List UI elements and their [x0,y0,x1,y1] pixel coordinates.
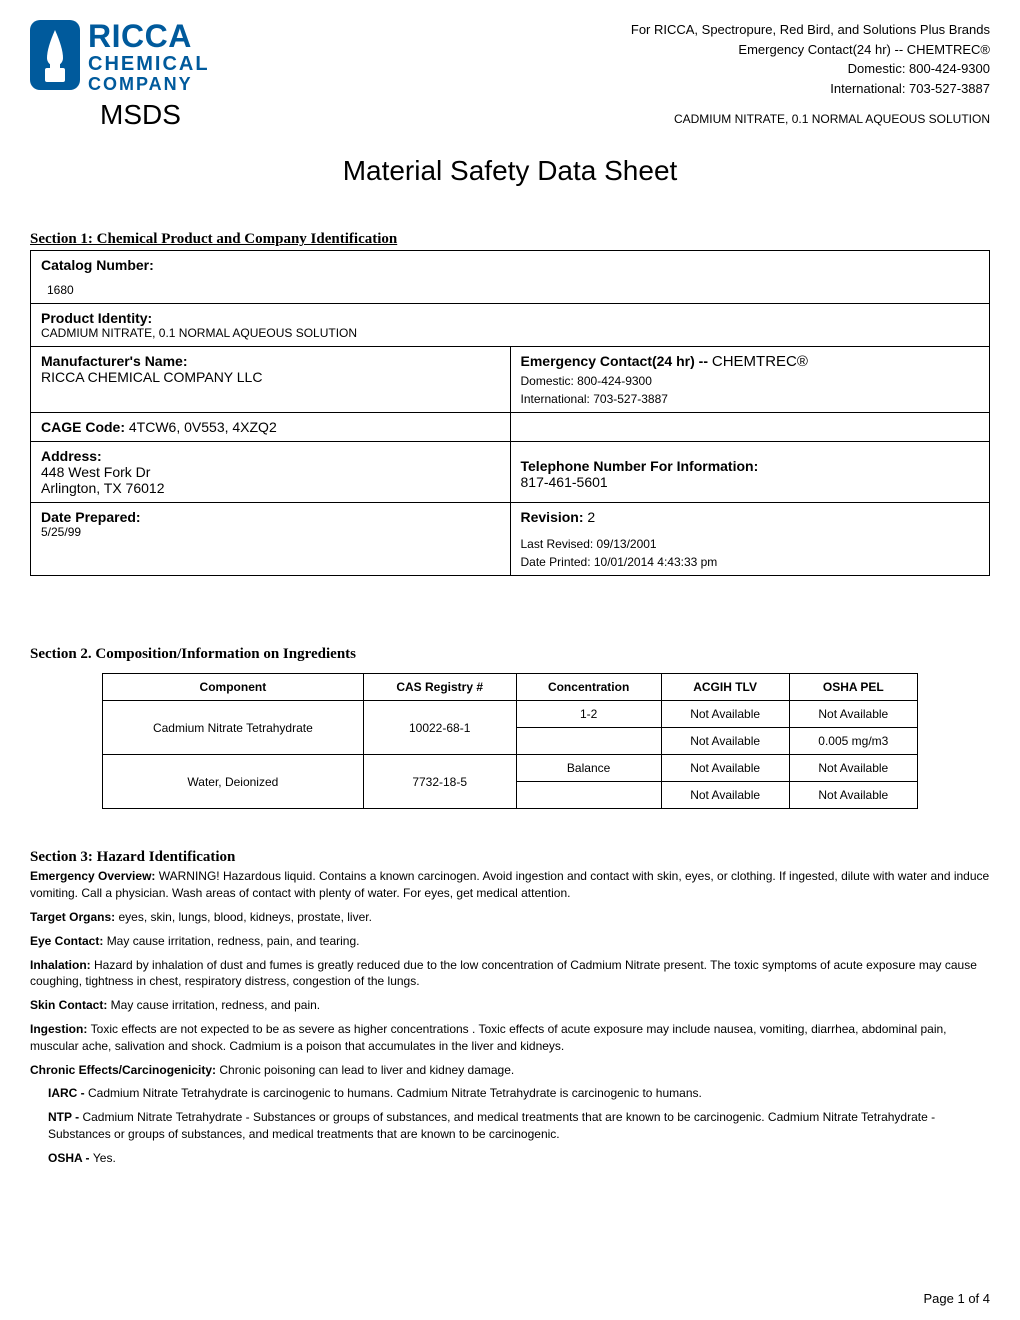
section1-table: Catalog Number: 1680 Product Identity: C… [30,250,990,576]
composition-table: Component CAS Registry # Concentration A… [102,673,918,809]
page-title: Material Safety Data Sheet [30,155,990,187]
logo-line2: CHEMICAL [88,54,210,75]
ingestion-text: Toxic effects are not expected to be as … [30,1022,947,1053]
product-header: CADMIUM NITRATE, 0.1 NORMAL AQUEOUS SOLU… [631,110,990,128]
cell-tlv: Not Available [661,755,789,782]
chronic-label: Chronic Effects/Carcinogenicity: [30,1063,219,1077]
address-line1: 448 West Fork Dr [41,464,500,480]
logo-line1: RICCA [88,20,210,54]
identity-label: Product Identity: [41,310,979,326]
address-line2: Arlington, TX 76012 [41,480,500,496]
catalog-value: 1680 [47,283,979,297]
cell-conc: 1-2 [516,701,661,728]
col-pel: OSHA PEL [789,674,917,701]
hazard-block: Emergency Overview: WARNING! Hazardous l… [30,868,990,1166]
revision-value: 2 [587,509,595,525]
skin-contact-label: Skin Contact: [30,998,111,1012]
iarc-text: Cadmium Nitrate Tetrahydrate is carcinog… [88,1086,702,1100]
cage-value: 4TCW6, 0V553, 4XZQ2 [129,419,277,435]
eye-contact-label: Eye Contact: [30,934,107,948]
emergency-overview-text: WARNING! Hazardous liquid. Contains a kn… [30,869,989,900]
date-prepared-label: Date Prepared: [41,509,500,525]
manufacturer-label: Manufacturer's Name: [41,353,500,369]
cell-tlv2: Not Available [661,728,789,755]
revision-label: Revision: [521,509,588,525]
logo-line3: COMPANY [88,75,210,94]
cell-conc: Balance [516,755,661,782]
cell-cas: 7732-18-5 [363,755,516,809]
identity-value: CADMIUM NITRATE, 0.1 NORMAL AQUEOUS SOLU… [41,326,979,340]
manufacturer-value: RICCA CHEMICAL COMPANY LLC [41,369,500,385]
chronic-text: Chronic poisoning can lead to liver and … [219,1063,514,1077]
col-tlv: ACGIH TLV [661,674,789,701]
ntp-text: Cadmium Nitrate Tetrahydrate - Substance… [48,1110,935,1141]
cell-pel: Not Available [789,701,917,728]
osha-label: OSHA - [48,1151,93,1165]
section3-heading: Section 3: Hazard Identification [30,849,990,866]
phone-value: 817-461-5601 [521,474,980,490]
iarc-label: IARC - [48,1086,88,1100]
inhalation-label: Inhalation: [30,958,94,972]
address-label: Address: [41,448,500,464]
eye-contact-text: May cause irritation, redness, pain, and… [107,934,360,948]
col-cas: CAS Registry # [363,674,516,701]
catalog-label: Catalog Number: [41,257,979,273]
cell-pel: Not Available [789,755,917,782]
col-component: Component [103,674,364,701]
cell-component: Water, Deionized [103,755,364,809]
page-header: RICCA CHEMICAL COMPANY MSDS For RICCA, S… [30,20,990,131]
phone-label: Telephone Number For Information: [521,458,980,474]
header-intl: International: 703-527-3887 [631,79,990,99]
col-concentration: Concentration [516,674,661,701]
target-organs-label: Target Organs: [30,910,118,924]
target-organs-text: eyes, skin, lungs, blood, kidneys, prost… [118,910,371,924]
section1-heading: Section 1: Chemical Product and Company … [30,231,990,248]
ntp-label: NTP - [48,1110,82,1124]
cell-pel2: Not Available [789,782,917,809]
header-emergency: Emergency Contact(24 hr) -- CHEMTREC® [631,40,990,60]
cell-cas: 10022-68-1 [363,701,516,755]
cell-pel2: 0.005 mg/m3 [789,728,917,755]
header-brands: For RICCA, Spectropure, Red Bird, and So… [631,20,990,40]
last-revised: Last Revised: 09/13/2001 [521,537,980,551]
ingestion-label: Ingestion: [30,1022,91,1036]
table-row: Water, Deionized 7732-18-5 Balance Not A… [103,755,918,782]
table-header-row: Component CAS Registry # Concentration A… [103,674,918,701]
date-printed: Date Printed: 10/01/2014 4:43:33 pm [521,555,980,569]
header-contact: For RICCA, Spectropure, Red Bird, and So… [631,20,990,128]
cell-tlv: Not Available [661,701,789,728]
emergency-label: Emergency Contact(24 hr) -- [521,353,712,369]
cell-component: Cadmium Nitrate Tetrahydrate [103,701,364,755]
osha-text: Yes. [93,1151,116,1165]
cell-tlv2: Not Available [661,782,789,809]
page-footer: Page 1 of 4 [924,1291,991,1306]
emergency-intl: International: 703-527-3887 [521,392,980,406]
skin-contact-text: May cause irritation, redness, and pain. [111,998,320,1012]
emergency-domestic: Domestic: 800-424-9300 [521,374,980,388]
table-row: Cadmium Nitrate Tetrahydrate 10022-68-1 … [103,701,918,728]
msds-label: MSDS [100,99,210,131]
section2-heading: Section 2. Composition/Information on In… [30,646,990,663]
cage-label: CAGE Code: [41,419,129,435]
date-prepared-value: 5/25/99 [41,525,500,539]
logo-block: RICCA CHEMICAL COMPANY MSDS [30,20,210,131]
emergency-org: CHEMTREC® [712,353,808,370]
ricca-drop-icon [30,20,80,90]
emergency-overview-label: Emergency Overview: [30,869,159,883]
inhalation-text: Hazard by inhalation of dust and fumes i… [30,958,977,989]
header-domestic: Domestic: 800-424-9300 [631,59,990,79]
